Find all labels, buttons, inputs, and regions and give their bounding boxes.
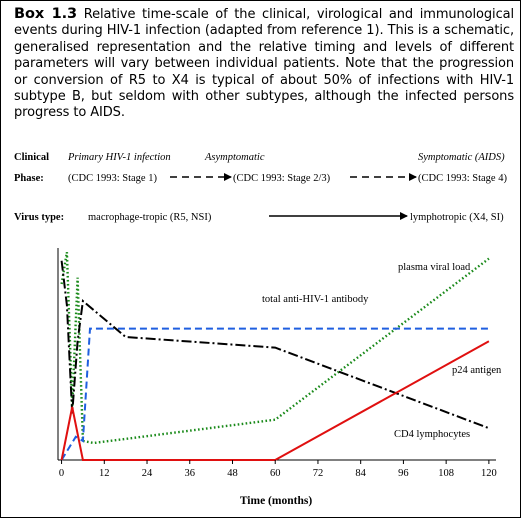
- chart-series: [60, 252, 490, 461]
- stage-3-name: Symptomatic (AIDS): [418, 152, 505, 163]
- chart-ticks: 0 12 24 36 48 60 72 84 96 108 120: [59, 460, 497, 479]
- x-tick-label: 12: [99, 468, 110, 479]
- x-tick-label: 0: [59, 468, 64, 479]
- x-tick-label: 48: [227, 468, 238, 479]
- label-antibody: total anti-HIV-1 antibody: [262, 294, 369, 305]
- x-tick-label: 72: [313, 468, 324, 479]
- x-tick-label: 84: [355, 468, 366, 479]
- series-line-cd4-lymphocytes: [60, 340, 490, 461]
- virus-type-label: Virus type:: [14, 212, 64, 223]
- x-tick-label: 36: [185, 468, 196, 479]
- x-tick-label: 96: [398, 468, 409, 479]
- caption: Box 1.3 Relative time-scale of the clini…: [14, 6, 514, 122]
- stage-2-cdc: (CDC 1993: Stage 2/3): [233, 173, 331, 184]
- label-cd4: CD4 lymphocytes: [394, 429, 470, 440]
- stage-1-cdc: (CDC 1993: Stage 1): [68, 173, 157, 184]
- x-tick-label: 24: [142, 468, 153, 479]
- label-plasma-viral-load: plasma viral load: [398, 262, 471, 273]
- stage-2-name: Asymptomatic: [204, 152, 265, 163]
- caption-text: Relative time-scale of the clinical, vir…: [14, 7, 514, 121]
- x-axis-label: Time (months): [240, 495, 312, 507]
- stage-3-cdc: (CDC 1993: Stage 4): [418, 173, 507, 184]
- stage-1-name: Primary HIV-1 infection: [67, 152, 171, 163]
- label-p24: p24 antigen: [452, 365, 502, 376]
- series-line-total-anti-hiv-1-antibody: [60, 327, 489, 461]
- x-tick-label: 108: [438, 468, 454, 479]
- clinical-label: Clinical: [14, 152, 49, 163]
- series-line-p24-antigen: [60, 260, 490, 430]
- virus-type-end: lymphotropic (X4, SI): [410, 212, 504, 223]
- box-label: Box 1.3: [14, 6, 78, 22]
- phase-label: Phase:: [14, 173, 44, 184]
- virus-type-start: macrophage-tropic (R5, NSI): [88, 212, 212, 223]
- x-tick-label: 60: [270, 468, 281, 479]
- x-tick-label: 120: [481, 468, 497, 479]
